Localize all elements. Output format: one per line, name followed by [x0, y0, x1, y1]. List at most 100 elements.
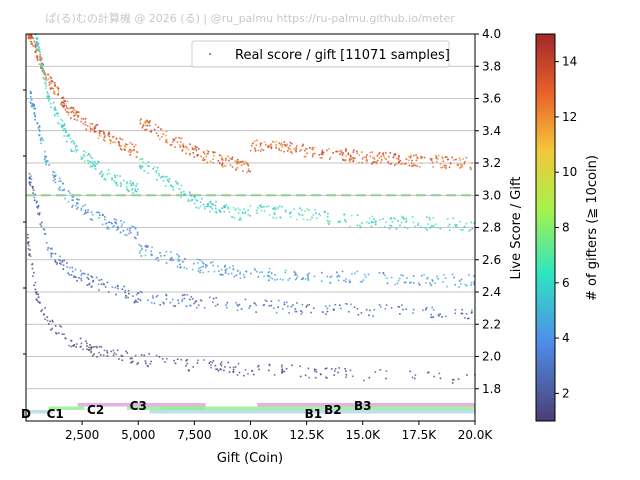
data-point [76, 208, 78, 210]
data-point [212, 264, 215, 267]
data-point [150, 254, 153, 257]
data-point [345, 278, 347, 280]
data-point [165, 140, 168, 142]
data-point [170, 184, 172, 187]
data-point [30, 178, 33, 180]
data-point [191, 268, 194, 271]
data-point [55, 332, 57, 334]
data-point [41, 67, 43, 70]
data-point [63, 124, 66, 127]
data-point [210, 261, 212, 264]
data-point [413, 377, 416, 380]
data-point [189, 154, 191, 156]
data-point [268, 304, 271, 307]
data-point [143, 354, 146, 357]
data-point [47, 100, 50, 102]
data-point [42, 139, 44, 141]
data-point [471, 227, 474, 230]
data-point [52, 170, 54, 173]
data-point [327, 222, 330, 225]
data-point [283, 370, 286, 373]
data-point [403, 218, 405, 220]
data-point [357, 313, 360, 316]
data-point [39, 51, 41, 53]
data-point [31, 186, 34, 188]
data-point [344, 280, 347, 283]
data-point [41, 137, 43, 139]
data-point [149, 130, 152, 133]
data-point [30, 181, 32, 184]
data-point [193, 148, 195, 151]
data-point [73, 143, 76, 145]
data-point [96, 163, 99, 165]
data-point [86, 125, 89, 127]
data-point [469, 229, 472, 231]
data-point [53, 106, 56, 109]
data-point [463, 162, 466, 165]
data-point [353, 306, 356, 308]
data-point [247, 213, 250, 216]
data-point [58, 258, 60, 261]
data-point [134, 188, 137, 190]
data-point [152, 296, 154, 299]
data-point [431, 161, 434, 164]
data-point [242, 273, 245, 276]
data-point [313, 152, 316, 155]
data-point [100, 170, 103, 173]
data-point [58, 180, 60, 183]
data-point [59, 255, 61, 258]
data-point [138, 252, 141, 254]
colorbar-tick-label: 8 [562, 221, 570, 235]
legend-box [191, 40, 450, 68]
data-point [190, 296, 193, 298]
data-point [116, 285, 119, 288]
data-point [221, 158, 223, 161]
data-point [405, 217, 408, 220]
data-point [237, 212, 240, 214]
data-point [220, 361, 223, 363]
data-point [210, 364, 212, 366]
data-point [62, 189, 65, 191]
data-point [217, 369, 220, 372]
data-point [113, 352, 116, 354]
data-point [98, 134, 101, 137]
data-point [35, 291, 38, 294]
data-point [247, 169, 250, 172]
data-point [306, 304, 309, 307]
data-point [59, 262, 61, 265]
data-point [299, 207, 301, 210]
data-point [365, 156, 368, 159]
data-point [374, 161, 376, 164]
data-point [234, 366, 237, 368]
data-point [373, 158, 376, 160]
data-point [296, 144, 298, 147]
data-point [360, 312, 363, 314]
data-point [186, 362, 189, 365]
data-point [62, 106, 65, 109]
data-point [84, 209, 87, 212]
data-point [100, 171, 102, 174]
data-point [169, 301, 172, 304]
data-point [108, 228, 110, 231]
data-point [125, 294, 127, 297]
data-point [144, 254, 147, 257]
data-point [93, 130, 95, 133]
data-point [345, 150, 347, 153]
data-point [38, 47, 40, 50]
data-point [219, 210, 221, 213]
data-point [360, 222, 363, 224]
data-point [459, 220, 461, 223]
data-point [280, 142, 283, 144]
data-point [96, 346, 98, 349]
data-point [151, 254, 154, 256]
data-point [91, 122, 94, 125]
data-point [268, 213, 271, 216]
data-point [64, 108, 67, 111]
data-point [315, 217, 318, 220]
data-point [432, 217, 435, 219]
data-point [422, 309, 424, 312]
data-point [88, 349, 90, 351]
data-point [241, 212, 244, 214]
data-point [328, 223, 330, 226]
